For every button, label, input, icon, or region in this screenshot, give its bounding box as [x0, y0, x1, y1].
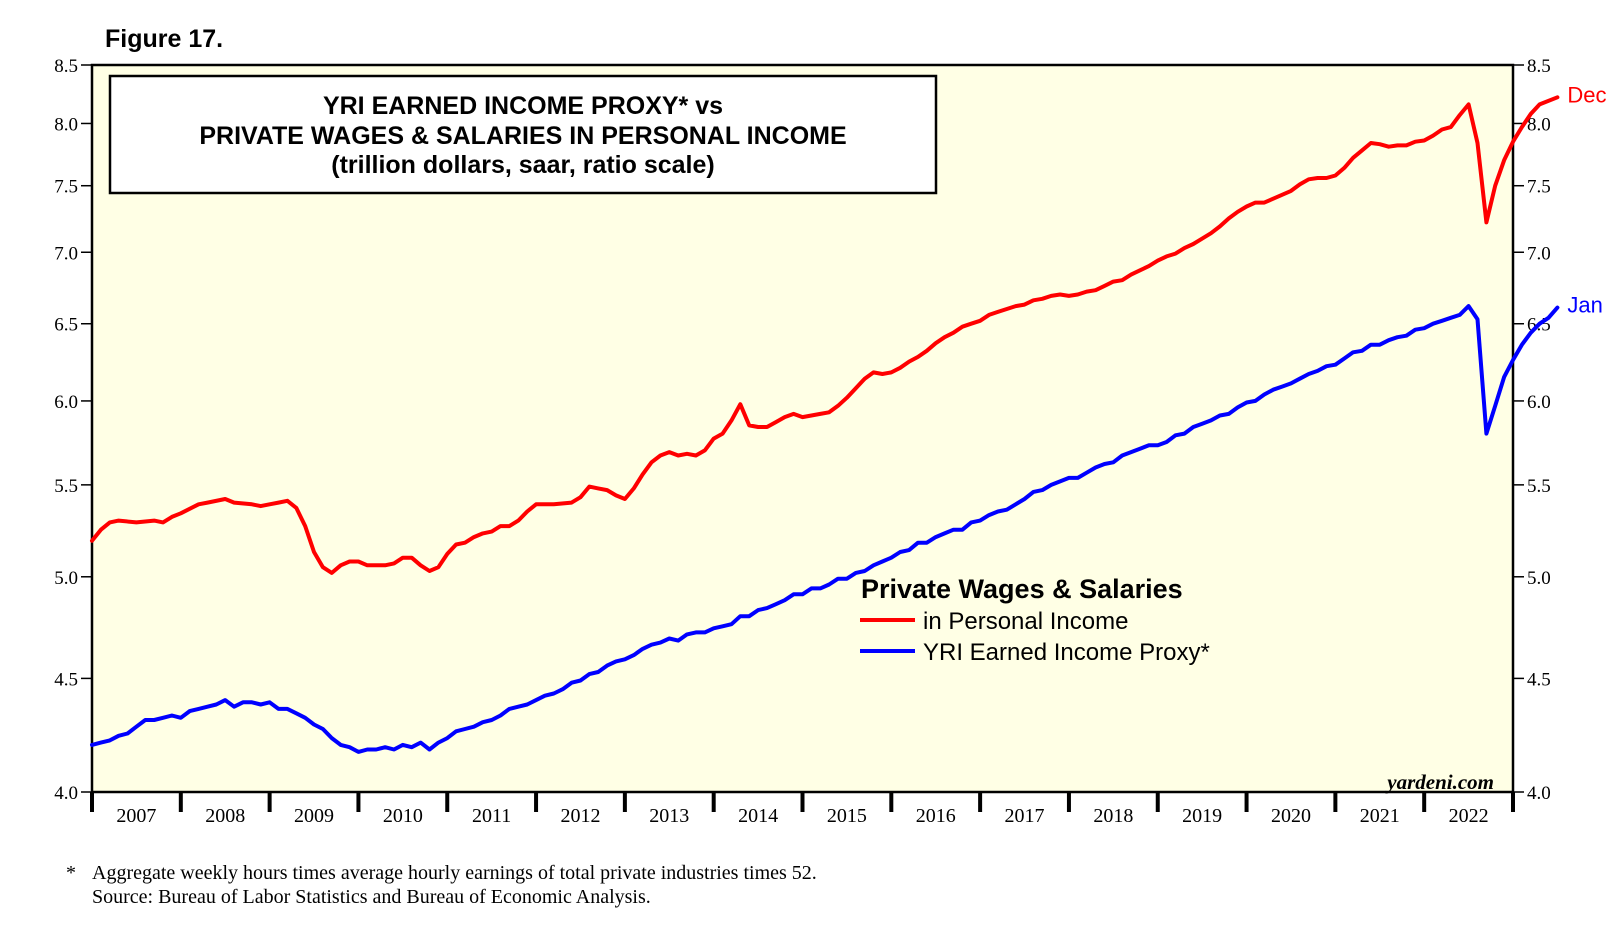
legend: Private Wages & Salaries in Personal Inc… [860, 574, 1210, 666]
x-tick-label: 2021 [1360, 805, 1400, 827]
y-tick-label-left: 5.5 [54, 476, 78, 497]
y-tick-label-left: 5.0 [54, 568, 78, 589]
y-tick-label-left: 6.0 [54, 392, 78, 413]
y-tick-label-right: 8.0 [1527, 114, 1551, 135]
x-tick-label: 2017 [1005, 805, 1045, 827]
y-tick-label-right: 5.5 [1527, 476, 1551, 497]
y-tick-label-right: 4.5 [1527, 669, 1551, 690]
x-tick-label: 2013 [649, 805, 689, 827]
legend-label-wages: in Personal Income [923, 608, 1128, 635]
x-tick-label: 2010 [383, 805, 423, 827]
series-line-proxy [90, 304, 1560, 754]
x-tick-label: 2018 [1093, 805, 1133, 827]
y-tick-label-right: 6.0 [1527, 392, 1551, 413]
y-tick-label-left: 8.0 [54, 114, 78, 135]
x-tick-label: 2022 [1449, 805, 1489, 827]
x-tick-label: 2007 [116, 805, 156, 827]
y-tick-label-left: 7.5 [54, 177, 78, 198]
footnote-marker: * [66, 862, 76, 884]
x-tick-label: 2012 [560, 805, 600, 827]
y-tick-label-right: 5.0 [1527, 568, 1551, 589]
y-tick-label-right: 4.0 [1527, 783, 1551, 804]
x-tick-label: 2014 [738, 805, 778, 827]
y-tick-label-right: 7.5 [1527, 177, 1551, 198]
end-label-proxy: Jan [1567, 293, 1602, 318]
footnote-line-1: Aggregate weekly hours times average hou… [92, 862, 817, 884]
x-tick-label: 2020 [1271, 805, 1311, 827]
x-tick-label: 2019 [1182, 805, 1222, 827]
y-axis-left: 4.0 4.5 5.0 5.5 6.0 6.5 7.0 7.5 8.0 8.5 [54, 56, 92, 804]
legend-title: Private Wages & Salaries [861, 574, 1183, 604]
y-axis-right: 4.04.55.05.56.06.57.07.58.08.5 [1513, 56, 1551, 804]
y-tick-label-left: 4.5 [54, 669, 78, 690]
y-tick-label-left: 6.5 [54, 315, 78, 336]
end-label-wages: Dec [1567, 82, 1606, 107]
x-tick-label: 2009 [294, 805, 334, 827]
y-tick-label-right: 7.0 [1527, 243, 1551, 264]
title-box: YRI EARNED INCOME PROXY* vs PRIVATE WAGE… [108, 74, 938, 195]
footnote: * Aggregate weekly hours times average h… [66, 862, 817, 908]
series-line-wages [90, 95, 1560, 575]
x-tick-label: 2011 [472, 805, 511, 827]
title-box-frame [108, 74, 938, 195]
chart-title-line-3: (trillion dollars, saar, ratio scale) [331, 151, 714, 179]
y-tick-label-left: 8.5 [54, 56, 78, 77]
x-axis: 2007 2008 2009 2010 2011 2012 2013 2014 2015 2016… [90, 792, 1515, 827]
x-tick-label: 2008 [205, 805, 245, 827]
y-tick-label-left: 4.0 [54, 783, 78, 804]
y-tick-label-right: 8.5 [1527, 56, 1551, 77]
figure-label: Figure 17. [105, 25, 223, 53]
y-tick-label-left: 7.0 [54, 243, 78, 264]
legend-label-proxy: YRI Earned Income Proxy* [923, 639, 1210, 666]
footnote-line-2: Source: Bureau of Labor Statistics and B… [92, 886, 651, 908]
chart-title-line-2: PRIVATE WAGES & SALARIES IN PERSONAL INC… [199, 122, 846, 150]
watermark: yardeni.com [1384, 770, 1494, 794]
chart-title-line-1: YRI EARNED INCOME PROXY* vs [323, 92, 723, 120]
series-layer: Dec Jan [90, 82, 1607, 754]
x-tick-label: 2015 [827, 805, 867, 827]
x-tick-label: 2016 [916, 805, 956, 827]
